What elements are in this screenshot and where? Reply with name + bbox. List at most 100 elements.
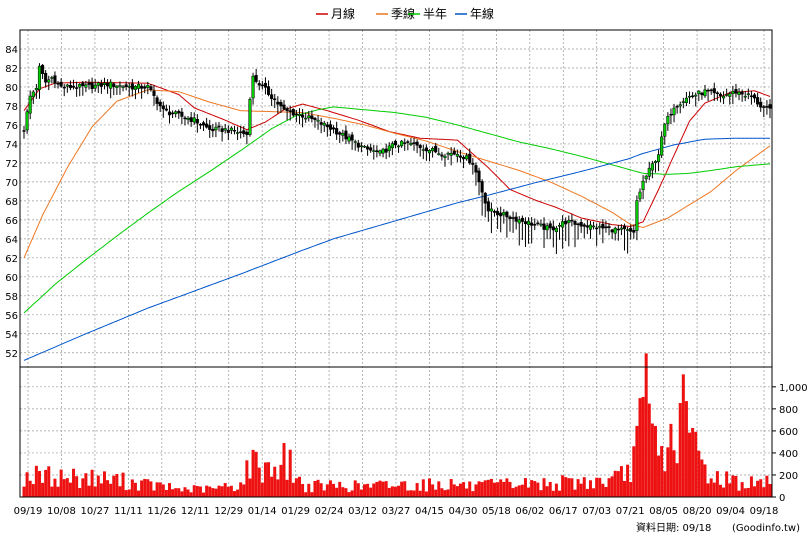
volume-bar bbox=[325, 484, 329, 497]
volume-bar bbox=[301, 484, 305, 497]
price-tick-label: 84 bbox=[5, 45, 18, 56]
candle-up bbox=[567, 220, 571, 223]
volume-bar bbox=[205, 485, 209, 497]
volume-bar bbox=[350, 490, 354, 497]
volume-bar bbox=[44, 469, 48, 497]
volume-bar bbox=[37, 471, 41, 497]
candle-up bbox=[455, 154, 459, 157]
volume-bar bbox=[468, 481, 472, 497]
volume-bar bbox=[229, 485, 233, 497]
candle-up bbox=[115, 85, 119, 89]
volume-bar bbox=[619, 466, 623, 497]
candle-down bbox=[740, 91, 744, 95]
candle-up bbox=[635, 200, 639, 231]
volume-bar bbox=[319, 483, 323, 497]
volume-bar bbox=[527, 487, 531, 497]
volume-bar bbox=[115, 473, 119, 497]
candle-up bbox=[517, 219, 521, 224]
candle-up bbox=[102, 82, 107, 85]
candle-down bbox=[270, 94, 274, 100]
candle-up bbox=[443, 155, 447, 158]
volume-bar bbox=[623, 481, 627, 497]
price-tick-label: 58 bbox=[5, 292, 18, 303]
candle-down bbox=[155, 97, 159, 104]
candle-down bbox=[601, 224, 605, 229]
volume-bar bbox=[62, 479, 66, 497]
candle-up bbox=[539, 223, 543, 226]
volume-bar bbox=[356, 483, 360, 497]
candle-up bbox=[37, 65, 42, 90]
volume-bar bbox=[669, 423, 673, 497]
volume-bar bbox=[650, 423, 654, 497]
volume-bar bbox=[226, 486, 230, 497]
candle-down bbox=[164, 108, 168, 111]
date-tick-label: 08/20 bbox=[683, 506, 712, 517]
volume-bar bbox=[746, 487, 750, 497]
volume-bar bbox=[703, 464, 707, 497]
candle-up bbox=[694, 94, 698, 97]
candle-up bbox=[666, 115, 670, 124]
ma-line-年線 bbox=[23, 137, 770, 361]
date-tick-label: 01/29 bbox=[281, 506, 310, 517]
candle-up bbox=[381, 148, 385, 154]
candle-down bbox=[301, 114, 305, 118]
candle-down bbox=[477, 170, 481, 183]
date-tick-label: 09/19 bbox=[14, 506, 43, 517]
volume-bar bbox=[186, 489, 190, 497]
volume-bar bbox=[715, 471, 719, 497]
volume-bar bbox=[130, 479, 134, 497]
volume-bar bbox=[517, 485, 521, 497]
candle-down bbox=[715, 92, 719, 94]
candle-down bbox=[462, 156, 466, 160]
volume-bar bbox=[753, 486, 757, 497]
candle-up bbox=[489, 208, 493, 212]
candle-up bbox=[644, 175, 648, 180]
candle-down bbox=[734, 89, 738, 94]
date-tick-label: 08/05 bbox=[649, 506, 678, 517]
candle-up bbox=[251, 75, 255, 99]
candle-down bbox=[171, 112, 175, 115]
candle-down bbox=[759, 101, 763, 108]
candle-down bbox=[356, 142, 360, 148]
candlesticks bbox=[22, 63, 772, 255]
candle-down bbox=[718, 93, 723, 97]
date-tick-label: 07/21 bbox=[616, 506, 645, 517]
volume-bar bbox=[109, 483, 113, 497]
candle-down bbox=[573, 221, 577, 225]
volume-bar bbox=[434, 489, 438, 497]
volume-bar bbox=[601, 483, 605, 497]
date-tick-label: 12/29 bbox=[214, 506, 243, 517]
candle-down bbox=[669, 113, 673, 116]
volume-bar bbox=[248, 478, 252, 497]
volume-bar bbox=[588, 480, 592, 497]
volume-bar bbox=[418, 490, 422, 497]
candle-down bbox=[595, 227, 599, 230]
volume-bar bbox=[660, 446, 664, 497]
volume-bar bbox=[31, 484, 35, 497]
candle-down bbox=[71, 85, 76, 88]
volume-bar bbox=[647, 403, 651, 497]
date-tick-label: 03/27 bbox=[382, 506, 411, 517]
candle-up bbox=[387, 145, 391, 151]
data-date-label: 資料日期: 09/18 bbox=[636, 521, 711, 534]
candle-up bbox=[731, 91, 735, 94]
candle-up bbox=[174, 111, 178, 115]
candle-down bbox=[570, 219, 574, 222]
volume-bar bbox=[137, 490, 141, 497]
volume-bar bbox=[106, 480, 110, 497]
volume-bar bbox=[359, 489, 363, 497]
volume-bar bbox=[291, 482, 295, 497]
volume-bar bbox=[322, 490, 326, 497]
candle-down bbox=[533, 224, 537, 226]
volume-bar bbox=[56, 486, 60, 497]
candle-up bbox=[561, 221, 565, 228]
candle-up bbox=[554, 227, 558, 233]
price-tick-label: 64 bbox=[5, 235, 18, 246]
volume-bar bbox=[567, 478, 571, 497]
candle-up bbox=[341, 132, 345, 136]
candle-up bbox=[703, 89, 707, 97]
volume-tick-label: 200 bbox=[779, 471, 798, 482]
candle-down bbox=[551, 226, 555, 231]
volume-bar bbox=[688, 432, 692, 497]
candle-down bbox=[211, 128, 215, 132]
